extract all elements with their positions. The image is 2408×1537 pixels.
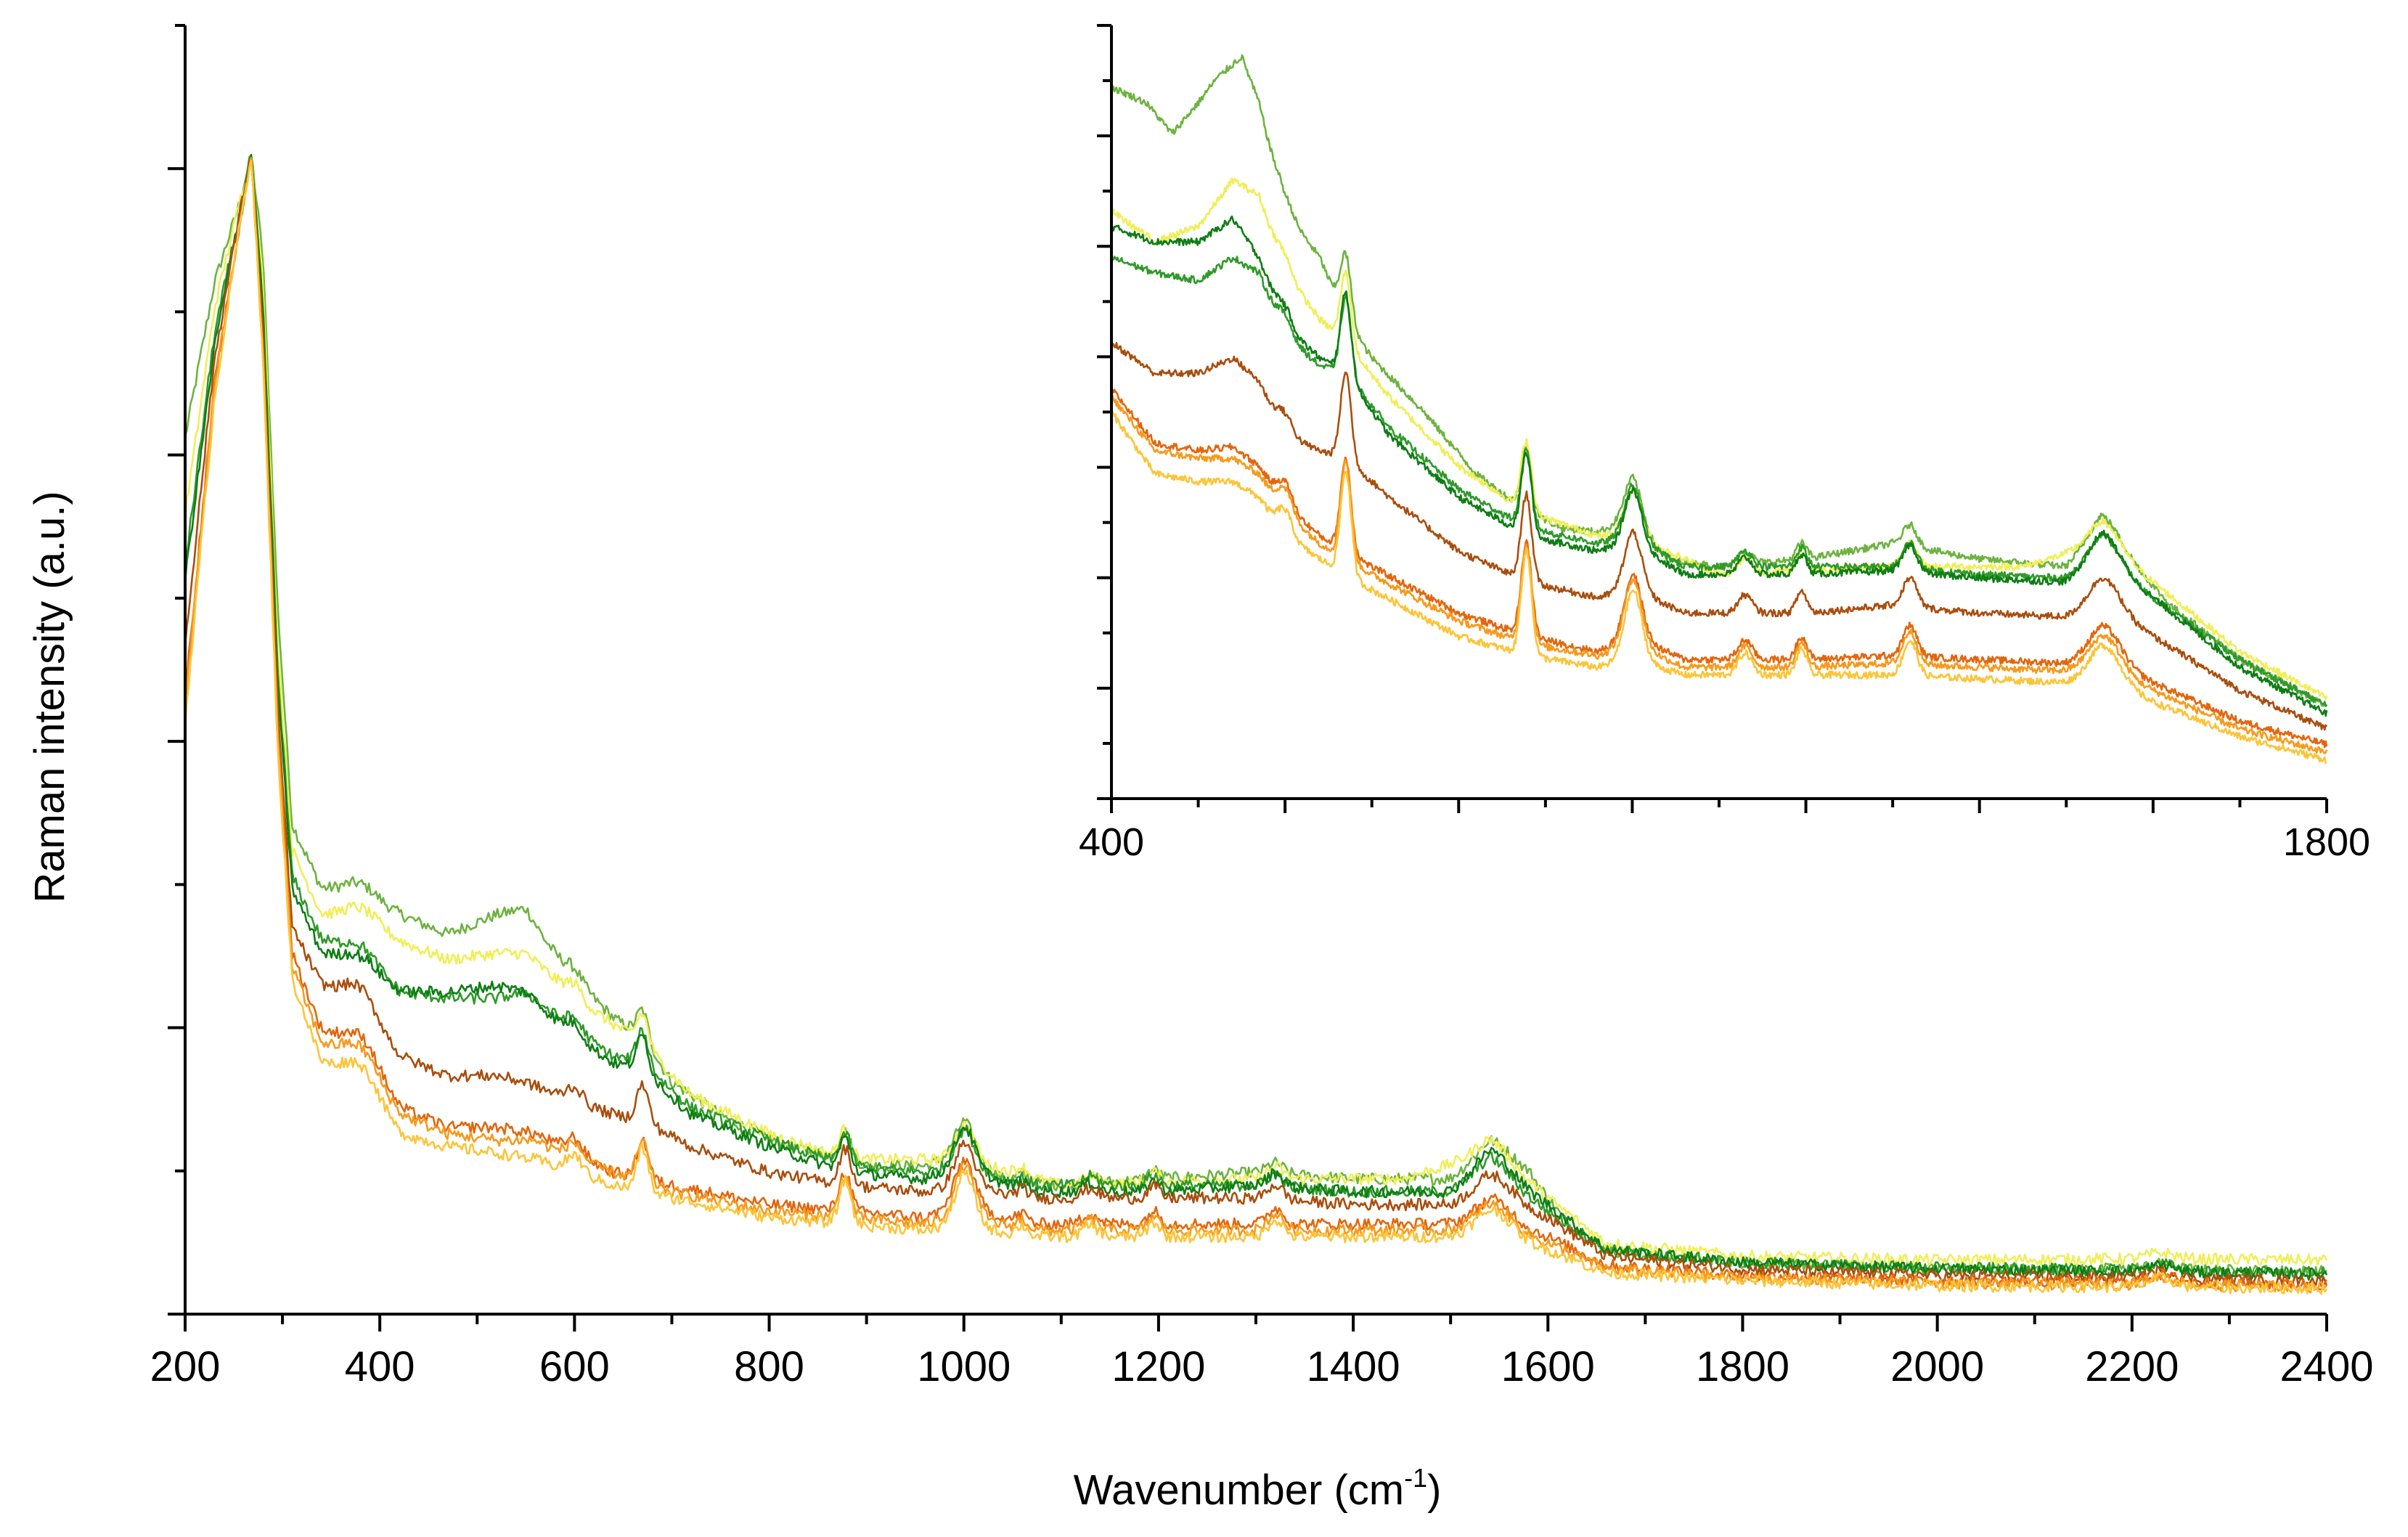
x-tick-label-1000: 1000	[917, 1343, 1011, 1390]
series-line-brown	[1110, 340, 2328, 731]
y-axis-title: Raman intensity (a.u.)	[26, 491, 73, 902]
x-tick-label-1800: 1800	[1696, 1343, 1789, 1390]
x-tick-label-2200: 2200	[2085, 1343, 2179, 1390]
x-tick-label-1200: 1200	[1111, 1343, 1205, 1390]
x-tick-label-200: 200	[150, 1343, 221, 1390]
series-line-yellow	[184, 158, 2328, 1267]
series-line-green-dark	[184, 153, 2328, 1281]
x-tick-label-2400: 2400	[2280, 1343, 2373, 1390]
series-line-green-dark	[1110, 215, 2328, 717]
x-tick-label-400: 400	[1079, 820, 1144, 864]
series-line-brown	[184, 158, 2328, 1287]
x-tick-label-2000: 2000	[1890, 1343, 1984, 1390]
main-series-group	[184, 153, 2328, 1295]
x-tick-label-1600: 1600	[1501, 1343, 1595, 1390]
series-line-yellow-orange	[1111, 410, 2327, 765]
series-line-orange	[1110, 394, 2328, 754]
series-line-green-mid	[1110, 254, 2328, 707]
inset-series-group	[1110, 54, 2328, 765]
main-axes	[168, 24, 2328, 1332]
series-line-yellow-orange	[184, 159, 2328, 1295]
x-axis-title-close: )	[1427, 1467, 1441, 1514]
series-line-orange-dark	[1110, 387, 2328, 749]
series-line-orange	[184, 157, 2328, 1294]
x-tick-label-1800: 1800	[2283, 820, 2370, 864]
main-plot: 200 400 600 800 1000 1200 1400 1600 1800 2000 2200…	[26, 24, 2374, 1514]
inset-axes	[1097, 24, 2328, 813]
inset-x-tick-labels: 400 1800	[1079, 820, 2370, 864]
series-line-green-light	[1110, 54, 2327, 707]
series-line-orange-dark	[184, 158, 2328, 1291]
x-axis-title: Wavenumber (cm-1)	[1074, 1463, 1442, 1514]
series-line-yellow	[1110, 177, 2328, 700]
x-axis-title-main: Wavenumber (cm	[1074, 1467, 1405, 1514]
x-tick-label-800: 800	[734, 1343, 804, 1390]
main-x-tick-labels: 200 400 600 800 1000 1200 1400 1600 1800 2000 2200…	[150, 1343, 2374, 1390]
x-tick-label-1400: 1400	[1307, 1343, 1400, 1390]
x-tick-label-600: 600	[539, 1343, 610, 1390]
series-line-green-mid	[184, 155, 2327, 1279]
inset-plot: 400 1800	[1079, 24, 2370, 864]
series-line-green-light	[184, 154, 2327, 1279]
x-axis-title-sup: -1	[1404, 1463, 1427, 1493]
x-tick-label-400: 400	[345, 1343, 415, 1390]
